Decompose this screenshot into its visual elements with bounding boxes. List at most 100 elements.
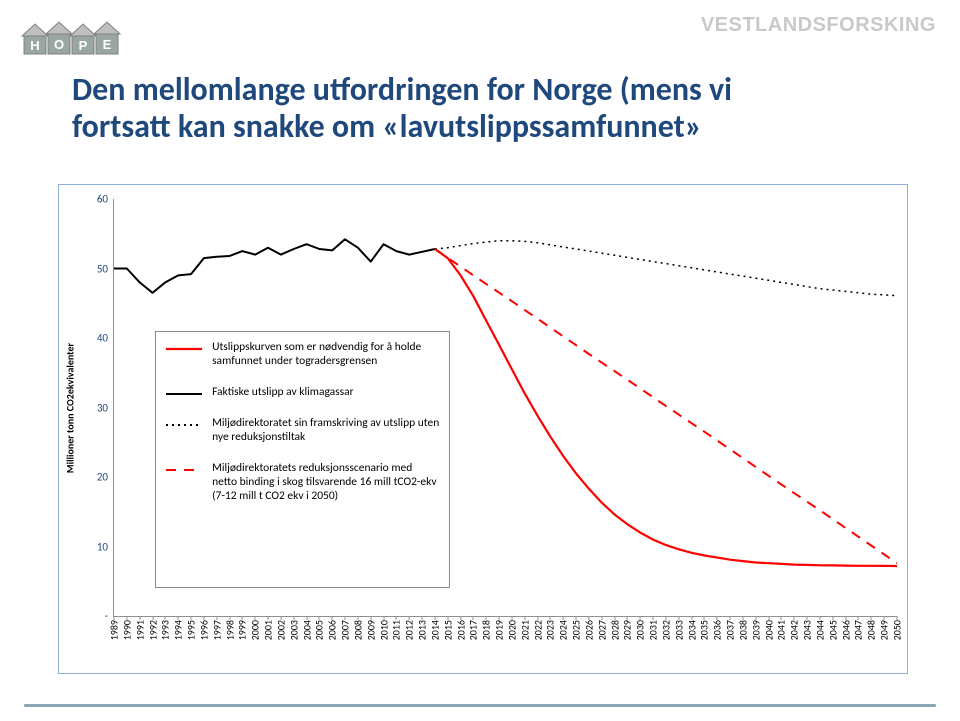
x-tick-label: 2005 <box>313 620 326 640</box>
x-tick-label: 2050 <box>891 620 904 640</box>
series-projection <box>435 241 897 296</box>
x-tick-label: 2027 <box>595 620 608 640</box>
x-tick-label: 2031 <box>647 620 660 640</box>
svg-text:E: E <box>103 37 112 52</box>
legend-swatch <box>166 388 202 400</box>
svg-text:P: P <box>79 38 88 53</box>
series-actual <box>114 239 435 292</box>
x-tick-label: 2033 <box>672 620 685 640</box>
x-tick-label: 2011 <box>390 620 403 640</box>
x-tick-label: 2025 <box>570 620 583 640</box>
x-tick-label: 2041 <box>775 620 788 640</box>
x-tick-label: 2008 <box>351 620 364 640</box>
x-tick-label: 1991 <box>133 620 146 640</box>
x-tick-label: 1997 <box>210 620 223 640</box>
x-tick-label: 2024 <box>557 620 570 640</box>
x-tick-label: 2036 <box>711 620 724 640</box>
y-tick-label: 50 <box>97 262 108 275</box>
slide: HOPE VESTLANDSFORSKING Den mellomlange u… <box>0 0 960 721</box>
x-tick-label: 2015 <box>441 620 454 640</box>
x-tick-label: 1999 <box>236 620 249 640</box>
series-two_degree <box>435 249 897 566</box>
x-tick-label: 2047 <box>852 620 865 640</box>
x-tick-label: 2045 <box>826 620 839 640</box>
legend: Utslippskurven som er nødvendig for å ho… <box>155 331 450 588</box>
x-tick-label: 2048 <box>865 620 878 640</box>
x-tick-label: 1994 <box>172 620 185 640</box>
x-tick-label: 2016 <box>454 620 467 640</box>
x-tick-label: 2028 <box>608 620 621 640</box>
legend-item: Faktiske utslipp av klimagassar <box>166 385 439 400</box>
y-tick-label: 20 <box>97 471 108 484</box>
x-tick-label: 2022 <box>531 620 544 640</box>
x-tick-label: 2026 <box>582 620 595 640</box>
x-tick-label: 2039 <box>749 620 762 640</box>
x-tick-label: 1992 <box>146 620 159 640</box>
brand-right: VESTLANDSFORSKING <box>701 14 936 37</box>
svg-text:O: O <box>54 37 64 52</box>
chart-frame: Millioner tonn CO2ekvivalenter -10203040… <box>58 184 908 674</box>
x-tick-label: 2032 <box>659 620 672 640</box>
page-title: Den mellomlange utfordringen for Norge (… <box>72 72 900 146</box>
x-tick-label: 2009 <box>364 620 377 640</box>
x-tick-label: 2021 <box>518 620 531 640</box>
hope-logo-svg: HOPE <box>20 10 130 56</box>
x-tick-label: 2017 <box>467 620 480 640</box>
legend-label: Utslippskurven som er nødvendig for å ho… <box>212 340 439 369</box>
x-tick-label: 2002 <box>274 620 287 640</box>
x-tick-label: 2044 <box>813 620 826 640</box>
x-tick-label: 1989 <box>108 620 121 640</box>
legend-label: Miljødirektoratet sin framskriving av ut… <box>212 416 439 445</box>
x-tick-label: 2020 <box>505 620 518 640</box>
x-tick-label: 2014 <box>428 620 441 640</box>
x-tick-label: 2023 <box>544 620 557 640</box>
hope-logo: HOPE <box>20 10 130 56</box>
x-tick-label: 2042 <box>788 620 801 640</box>
x-tick-label: 2046 <box>839 620 852 640</box>
legend-swatch <box>166 419 202 431</box>
svg-text:H: H <box>30 38 39 53</box>
legend-swatch <box>166 343 202 355</box>
legend-label: Miljødirektoratets reduksjonsscenario me… <box>212 461 439 504</box>
x-tick-label: 2030 <box>634 620 647 640</box>
x-tick-label: 2019 <box>493 620 506 640</box>
x-tick-label: 1993 <box>159 620 172 640</box>
x-tick-label: 2029 <box>621 620 634 640</box>
title-line-2: fortsatt kan snakke om «lavutslippssamfu… <box>72 109 900 146</box>
legend-item: Miljødirektoratets reduksjonsscenario me… <box>166 461 439 504</box>
y-tick-label: 10 <box>97 540 108 553</box>
x-tick-label: 2007 <box>339 620 352 640</box>
legend-swatch <box>166 464 202 476</box>
series-reduction_scenario <box>435 249 897 563</box>
x-tick-label: 2003 <box>287 620 300 640</box>
title-line-1: Den mellomlange utfordringen for Norge (… <box>72 72 900 109</box>
footer-rule <box>24 704 936 707</box>
x-tick-label: 1998 <box>223 620 236 640</box>
legend-item: Utslippskurven som er nødvendig for å ho… <box>166 340 439 369</box>
legend-label: Faktiske utslipp av klimagassar <box>212 385 439 399</box>
x-tick-label: 2037 <box>724 620 737 640</box>
x-tick-label: 2006 <box>326 620 339 640</box>
x-tick-label: 2034 <box>685 620 698 640</box>
legend-item: Miljødirektoratet sin framskriving av ut… <box>166 416 439 445</box>
x-tick-label: 2004 <box>300 620 313 640</box>
x-tick-label: 1996 <box>197 620 210 640</box>
x-tick-label: 2001 <box>262 620 275 640</box>
x-tick-label: 1990 <box>120 620 133 640</box>
plot-area: Millioner tonn CO2ekvivalenter -10203040… <box>113 199 897 617</box>
y-tick-label: 30 <box>97 401 108 414</box>
x-tick-label: 2035 <box>698 620 711 640</box>
x-tick-label: 2040 <box>762 620 775 640</box>
x-tick-label: 2012 <box>403 620 416 640</box>
x-tick-label: 2043 <box>801 620 814 640</box>
y-tick-label: 40 <box>97 332 108 345</box>
x-tick-label: 2018 <box>480 620 493 640</box>
y-tick-label: 60 <box>97 193 108 206</box>
x-tick-label: 2013 <box>416 620 429 640</box>
y-axis-title: Millioner tonn CO2ekvivalenter <box>64 342 77 472</box>
x-tick-label: 2010 <box>377 620 390 640</box>
x-tick-label: 2038 <box>736 620 749 640</box>
x-tick-label: 1995 <box>185 620 198 640</box>
x-tick-label: 2049 <box>878 620 891 640</box>
x-tick-label: 2000 <box>249 620 262 640</box>
